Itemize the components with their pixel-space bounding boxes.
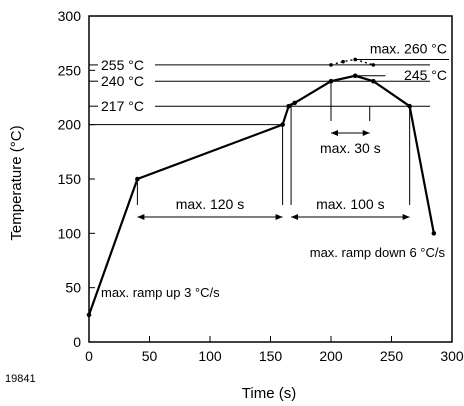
ramp-down-annotation: max. ramp down 6 °C/s [310,245,446,260]
interval-arrowhead [137,214,145,220]
x-tick-label: 0 [85,348,93,364]
interval-arrowhead [362,130,370,136]
interval-arrowhead [291,214,299,220]
temperature-profile-line [87,74,435,316]
peak-label: max. 260 °C [370,40,447,56]
data-point [280,122,285,127]
y-tick-label: 200 [58,117,82,133]
figure-id: 19841 [5,373,36,385]
x-tick-label: 150 [259,348,283,364]
data-point [371,78,376,84]
x-tick-label: 250 [380,348,404,364]
reference-line-label: 217 °C [101,98,144,114]
data-point [371,63,376,67]
data-point [431,231,437,236]
peak-label: 245 °C [404,67,447,83]
data-point [328,78,334,84]
interval-label: max. 30 s [320,140,381,156]
data-point [292,100,298,106]
x-tick-label: 50 [142,348,158,364]
y-tick-label: 250 [58,62,82,78]
x-axis-label: Time (s) [242,385,296,402]
y-tick-label: 100 [58,225,82,241]
x-tick-label: 300 [440,348,464,364]
data-point [286,103,291,109]
interval-arrowhead [331,130,338,136]
plot-frame [88,15,453,343]
ramp-up-annotation: max. ramp up 3 °C/s [101,285,220,300]
interval-label: max. 100 s [316,196,384,212]
x-tick-label: 200 [319,348,343,364]
x-tick-label: 100 [198,348,222,364]
y-axis-label: Temperature (°C) [8,125,25,240]
data-point [329,63,333,67]
reference-line-label: 255 °C [101,57,144,73]
interval-arrowhead [402,214,410,220]
data-point [135,176,140,182]
peak-profile-line [330,58,374,66]
data-point [341,59,345,64]
y-tick-label: 150 [58,171,82,187]
y-tick-label: 0 [73,334,81,350]
interval-label: max. 120 s [176,196,244,212]
interval-arrowhead [275,214,283,220]
data-point [407,103,412,109]
y-tick-label: 50 [65,280,81,296]
y-tick-label: 300 [58,8,82,24]
reference-line-label: 240 °C [101,73,144,89]
